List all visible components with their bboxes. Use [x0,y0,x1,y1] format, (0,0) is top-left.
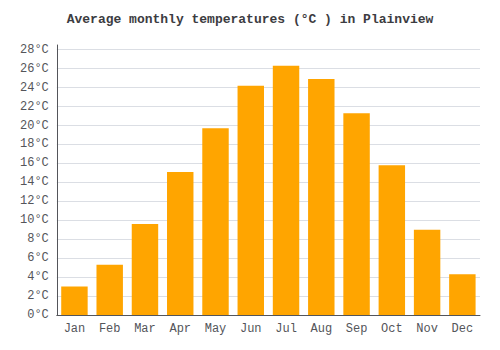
svg-text:Jan: Jan [64,322,86,336]
svg-text:Aug: Aug [310,322,332,336]
svg-text:28°C: 28°C [20,43,49,57]
svg-text:22°C: 22°C [20,100,49,114]
svg-text:16°C: 16°C [20,156,49,170]
svg-text:Jun: Jun [240,322,262,336]
svg-text:2°C: 2°C [27,289,49,303]
svg-text:Sep: Sep [346,322,368,336]
svg-text:6°C: 6°C [27,251,49,265]
svg-text:20°C: 20°C [20,119,49,133]
svg-text:18°C: 18°C [20,137,49,151]
svg-text:24°C: 24°C [20,81,49,95]
svg-text:12°C: 12°C [20,194,49,208]
svg-text:4°C: 4°C [27,270,49,284]
svg-text:May: May [205,322,227,336]
svg-text:Mar: Mar [134,322,156,336]
svg-text:Oct: Oct [381,322,403,336]
svg-text:Average monthly temperatures (: Average monthly temperatures (°C ) in Pl… [67,12,434,27]
svg-text:Dec: Dec [452,322,474,336]
svg-text:Feb: Feb [99,322,121,336]
svg-text:Nov: Nov [416,322,438,336]
svg-text:Jul: Jul [275,322,297,336]
svg-text:10°C: 10°C [20,213,49,227]
svg-text:26°C: 26°C [20,62,49,76]
svg-text:Apr: Apr [169,322,191,336]
svg-text:14°C: 14°C [20,175,49,189]
svg-text:8°C: 8°C [27,232,49,246]
svg-text:0°C: 0°C [27,308,49,322]
